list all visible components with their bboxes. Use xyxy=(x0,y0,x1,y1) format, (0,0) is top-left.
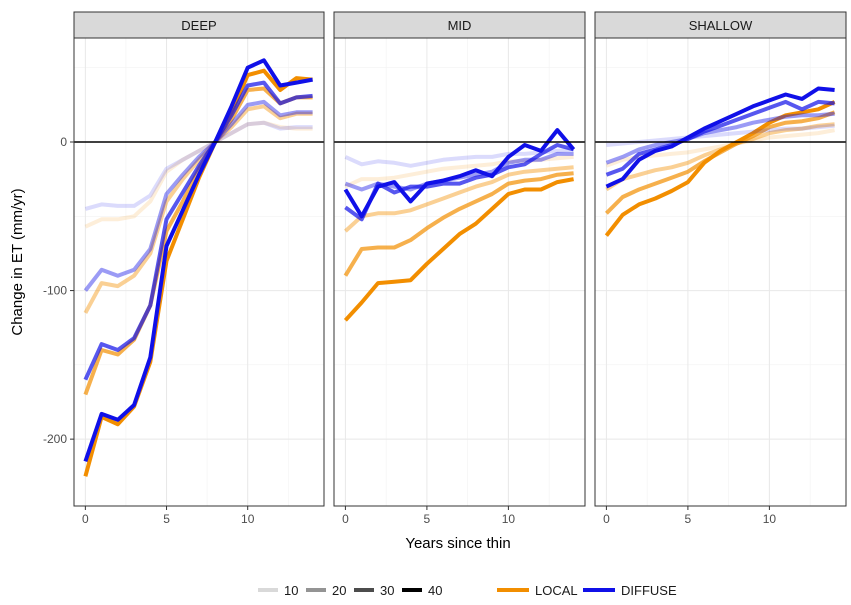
panel-border xyxy=(594,37,847,507)
panel-mid: MID 0 5 10 xyxy=(333,11,586,526)
series-line-local-10 xyxy=(84,120,313,229)
legend-label-intensity-30: 30 xyxy=(380,583,394,598)
y-tick-label: -100 xyxy=(43,284,67,298)
series-line-local-30 xyxy=(343,171,574,277)
x-tick-label: 0 xyxy=(342,512,349,526)
series-line-diffuse-20 xyxy=(605,111,835,165)
series-line-local-20 xyxy=(83,104,313,314)
series-line-diffuse-40 xyxy=(605,86,835,189)
panel-shallow: SHALLOW 0 5 10 xyxy=(594,11,847,526)
y-tick-label: -200 xyxy=(43,432,67,446)
facet-label: DEEP xyxy=(181,18,216,33)
legend-label-intensity-20: 20 xyxy=(332,583,346,598)
x-tick-label: 0 xyxy=(603,512,610,526)
series-line-diffuse-20 xyxy=(83,99,313,292)
facet-strip xyxy=(594,11,847,39)
x-tick-label: 5 xyxy=(424,512,431,526)
panel-border xyxy=(333,37,586,507)
legend-label-intensity-40: 40 xyxy=(428,583,442,598)
plot-background xyxy=(334,38,585,506)
series-line-local-20 xyxy=(344,165,574,233)
facet-strip xyxy=(73,11,325,39)
x-tick-label: 10 xyxy=(241,512,255,526)
series-line-local-40 xyxy=(604,100,836,237)
facet-strip xyxy=(333,11,586,39)
x-tick-label: 10 xyxy=(502,512,516,526)
series-line-diffuse-40 xyxy=(83,58,313,463)
x-tick-label: 5 xyxy=(685,512,692,526)
series-line-diffuse-40 xyxy=(343,128,576,219)
x-tick-label: 5 xyxy=(163,512,170,526)
series-line-diffuse-10 xyxy=(344,147,574,168)
legend: 10 20 30 40 LOCAL DIFFUSE xyxy=(258,583,677,598)
x-tick-label: 0 xyxy=(82,512,89,526)
series-line-diffuse-30 xyxy=(83,80,313,381)
facet-label: SHALLOW xyxy=(689,18,753,33)
panel-deep: DEEP 0 5 10 -200 -100 0 xyxy=(43,11,325,526)
facet-label: MID xyxy=(448,18,472,33)
y-tick-label: 0 xyxy=(60,135,67,149)
legend-label-diffuse: DIFFUSE xyxy=(621,583,677,598)
panels: DEEP 0 5 10 -200 -100 0 MID 0 5 10 SHALLOW 0 5 10 xyxy=(43,11,847,526)
series-line-diffuse-30 xyxy=(605,99,835,177)
legend-label-local: LOCAL xyxy=(535,583,578,598)
series-line-local-10 xyxy=(344,154,574,189)
legend-label-intensity-10: 10 xyxy=(284,583,298,598)
series-line-local-40 xyxy=(343,177,574,322)
x-tick-label: 10 xyxy=(763,512,777,526)
x-axis-title: Years since thin xyxy=(405,535,510,552)
plot-background xyxy=(595,38,846,506)
plot-background xyxy=(74,38,324,506)
panel-border xyxy=(73,37,325,507)
series-line-diffuse-10 xyxy=(84,120,313,211)
y-axis-title: Change in ET (mm/yr) xyxy=(9,188,26,335)
